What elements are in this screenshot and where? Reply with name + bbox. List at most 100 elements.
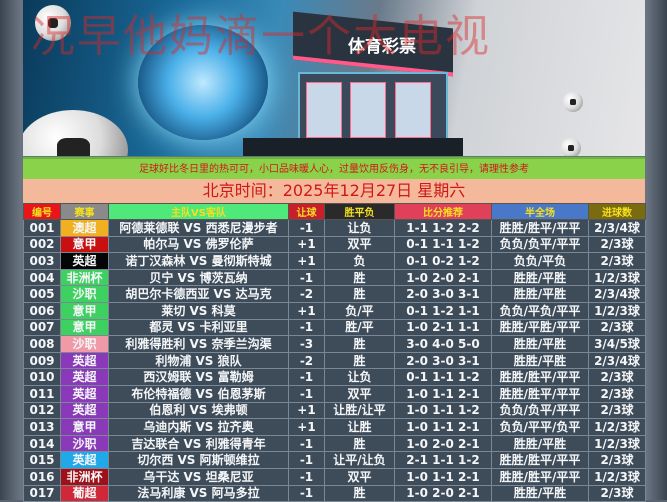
handicap: -1	[288, 484, 325, 502]
result-pick: 让胜/让平	[324, 401, 395, 420]
match-number: 002	[23, 235, 61, 254]
result-pick: 胜	[324, 484, 395, 502]
total-goals-pick: 2/3球	[588, 368, 646, 386]
total-goals-pick: 3/4/5球	[588, 335, 646, 353]
score-picks: 3-0 4-0 5-0	[394, 335, 492, 353]
result-pick: 胜	[324, 351, 395, 370]
match-teams: 伯恩利 VS 埃弗顿	[108, 401, 289, 420]
handicap: -1	[288, 368, 325, 386]
league-badge: 英超	[60, 252, 109, 270]
table-row: 004 非洲杯 贝宁 VS 博茨瓦纳 -1 胜 1-0 2-0 2-1 胜胜/平胜 1/2/3…	[23, 268, 646, 287]
league-badge: 英超	[60, 384, 109, 403]
total-goals-pick: 1/2/3球	[588, 268, 646, 287]
result-pick: 让胜	[324, 418, 395, 436]
total-goals-pick: 1/2/3球	[588, 467, 646, 486]
score-picks: 2-1 1-1 1-2	[394, 451, 492, 469]
score-picks: 0-1 0-2 1-2	[394, 252, 492, 270]
total-goals-pick: 2/3/4球	[588, 351, 646, 370]
league-badge: 沙职	[60, 335, 109, 353]
match-table: 编号 赛事 主队VS客队 让球 胜平负 比分推荐 半全场 进球数 001 澳超 阿德莱德联 VS …	[23, 203, 646, 502]
table-row: 007 意甲 都灵 VS 卡利亚里 -1 胜/平 1-0 2-1 1-1 胜胜/平胜/平平 2…	[23, 318, 646, 337]
match-number: 017	[23, 484, 61, 502]
half-full-pick: 负负/负平/平平	[491, 401, 589, 420]
score-picks: 1-0 2-0 2-1	[394, 484, 492, 502]
table-row: 010 英超 西汉姆联 VS 富勒姆 -1 让负 0-1 1-1 1-2 胜胜/胜平/平平 2…	[23, 368, 646, 386]
match-number: 015	[23, 451, 61, 469]
result-pick: 双平	[324, 384, 395, 403]
match-teams: 切尔西 VS 阿斯顿维拉	[108, 451, 289, 469]
column-header: 进球数	[588, 203, 646, 220]
handicap: -1	[288, 219, 325, 237]
total-goals-pick: 2/3球	[588, 235, 646, 254]
match-number: 016	[23, 467, 61, 486]
match-number: 008	[23, 335, 61, 353]
score-picks: 2-0 3-0 3-1	[394, 351, 492, 370]
total-goals-pick: 2/3球	[588, 401, 646, 420]
match-number: 001	[23, 219, 61, 237]
total-goals-pick: 2/3/4球	[588, 285, 646, 303]
half-full-pick: 胜胜/胜平/平平	[491, 451, 589, 469]
result-pick: 胜	[324, 285, 395, 303]
table-row: 015 英超 切尔西 VS 阿斯顿维拉 -1 让平/让负 2-1 1-1 1-2 胜胜/胜平…	[23, 451, 646, 469]
total-goals-pick: 1/2/3球	[588, 301, 646, 320]
table-row: 014 沙职 吉达联合 VS 利雅得青年 -1 胜 1-0 2-0 2-1 胜胜/平胜 1/2…	[23, 434, 646, 453]
half-full-pick: 负负/平负	[491, 252, 589, 270]
banner-image: 体育彩票 况早他妈滴一个大电视	[23, 0, 645, 156]
total-goals-pick: 2/3球	[588, 384, 646, 403]
league-badge: 非洲杯	[60, 467, 109, 486]
total-goals-pick: 2/3球	[588, 318, 646, 337]
score-picks: 1-0 2-1 1-1	[394, 318, 492, 337]
total-goals-pick: 1/2/3球	[588, 418, 646, 436]
watermark: 况早他妈滴一个大电视	[31, 11, 491, 62]
result-pick: 让负	[324, 368, 395, 386]
league-badge: 沙职	[60, 434, 109, 453]
score-picks: 1-1 1-2 2-2	[394, 219, 492, 237]
match-teams: 吉达联合 VS 利雅得青年	[108, 434, 289, 453]
column-header: 让球	[288, 203, 325, 220]
result-pick: 胜/平	[324, 318, 395, 337]
league-badge: 沙职	[60, 285, 109, 303]
match-number: 010	[23, 368, 61, 386]
result-pick: 让平/让负	[324, 451, 395, 469]
handicap: +1	[288, 301, 325, 320]
score-picks: 1-0 1-1 2-1	[394, 467, 492, 486]
league-badge: 非洲杯	[60, 268, 109, 287]
energy-ball-graphic	[138, 25, 268, 140]
column-header: 比分推荐	[394, 203, 492, 220]
match-number: 006	[23, 301, 61, 320]
match-teams: 布伦特福德 VS 伯恩茅斯	[108, 384, 289, 403]
score-picks: 1-0 1-1 1-2	[394, 401, 492, 420]
result-pick: 负/平	[324, 301, 395, 320]
column-header: 编号	[23, 203, 61, 220]
league-badge: 澳超	[60, 219, 109, 237]
handicap: +1	[288, 401, 325, 420]
match-teams: 帕尔马 VS 佛罗伦萨	[108, 235, 289, 254]
score-picks: 2-0 3-0 3-1	[394, 285, 492, 303]
table-row: 013 意甲 乌迪内斯 VS 拉齐奥 +1 让胜 1-0 1-1 2-1 负负/平平/负平 1…	[23, 418, 646, 436]
football-icon	[35, 5, 71, 41]
result-pick: 胜	[324, 335, 395, 353]
league-badge: 英超	[60, 351, 109, 370]
table-row: 017 葡超 法马利康 VS 阿马多拉 -1 胜 1-0 2-0 2-1 胜胜/平胜 2/3球	[23, 484, 646, 502]
half-full-pick: 胜胜/平胜	[491, 335, 589, 353]
date-line: 北京时间：2025年12月27日 星期六	[23, 179, 645, 203]
handicap: -1	[288, 384, 325, 403]
match-number: 011	[23, 384, 61, 403]
handicap: -1	[288, 268, 325, 287]
total-goals-pick: 2/3球	[588, 451, 646, 469]
column-header: 胜平负	[324, 203, 395, 220]
result-pick: 胜	[324, 434, 395, 453]
half-full-pick: 胜胜/平胜	[491, 434, 589, 453]
table-row: 006 意甲 莱切 VS 科莫 +1 负/平 0-1 1-2 1-1 负负/平负/平平 1/2…	[23, 301, 646, 320]
result-pick: 负	[324, 252, 395, 270]
football-icon	[563, 92, 583, 112]
result-pick: 双平	[324, 467, 395, 486]
half-full-pick: 胜胜/平胜	[491, 285, 589, 303]
league-badge: 英超	[60, 451, 109, 469]
score-picks: 1-0 1-1 2-1	[394, 418, 492, 436]
total-goals-pick: 2/3/4球	[588, 219, 646, 237]
result-pick: 双平	[324, 235, 395, 254]
match-teams: 西汉姆联 VS 富勒姆	[108, 368, 289, 386]
match-teams: 利雅得胜利 VS 奈季兰沟渠	[108, 335, 289, 353]
league-badge: 意甲	[60, 418, 109, 436]
